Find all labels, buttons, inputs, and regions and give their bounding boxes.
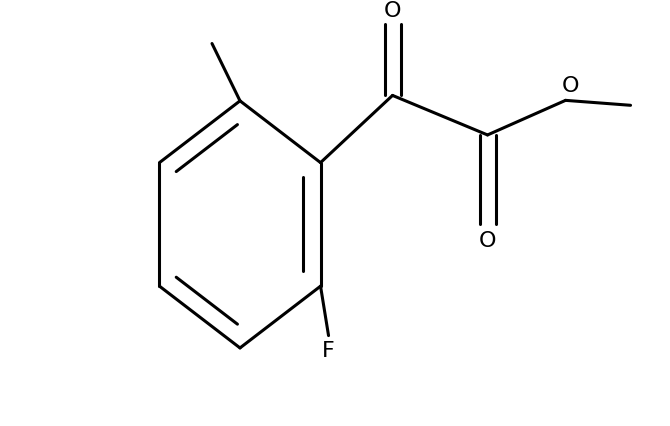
Text: F: F	[322, 341, 335, 360]
Text: O: O	[384, 1, 401, 21]
Text: O: O	[479, 230, 496, 250]
Text: O: O	[561, 75, 580, 95]
